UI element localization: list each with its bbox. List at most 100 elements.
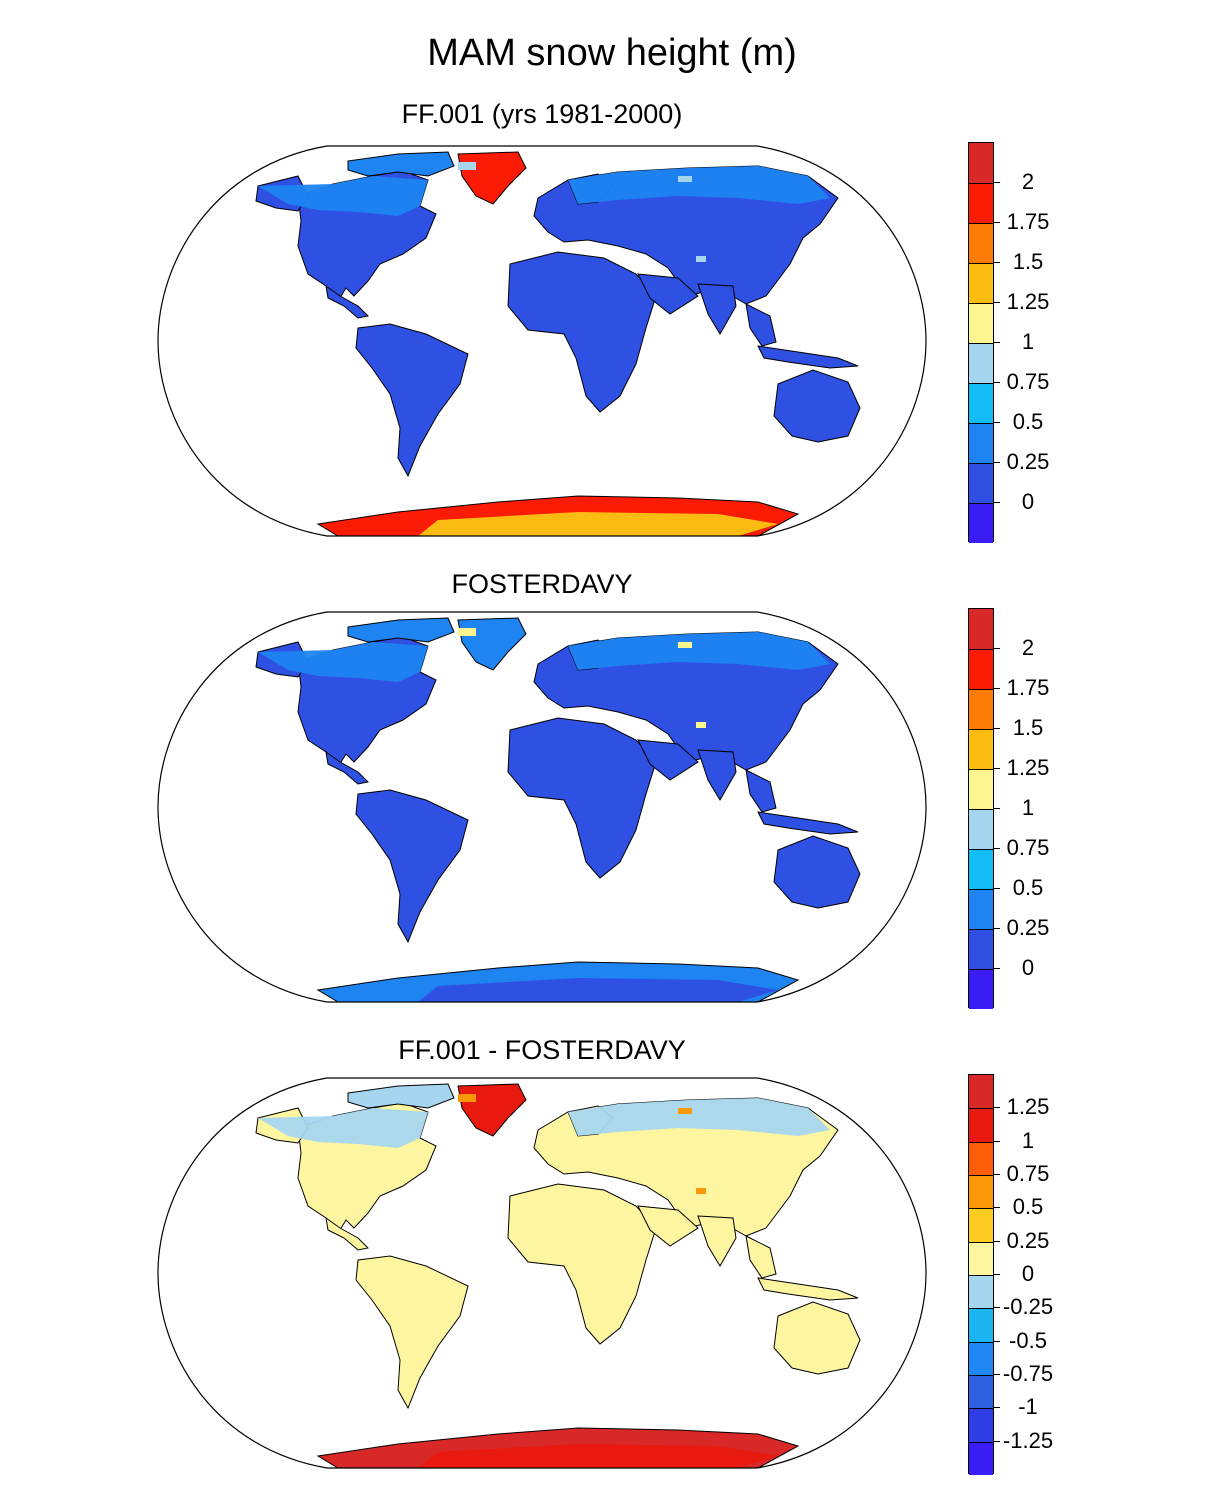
antarctica-band: [418, 978, 778, 1002]
highlight-patch: [678, 176, 692, 182]
highlight-patch: [678, 642, 692, 648]
colorbar-label: 0.75: [1006, 369, 1050, 394]
colorbar-label: 1: [1021, 1127, 1035, 1153]
colorbar-tick: [994, 462, 1000, 463]
landmass-central-america: [325, 1216, 370, 1251]
antarctica-band: [418, 512, 778, 536]
colorbar-tick: [994, 1407, 1000, 1409]
landmass-indonesia: [757, 811, 859, 835]
colorbar-tick: [994, 1174, 1000, 1175]
colorbar-label: 0.25: [1006, 915, 1050, 940]
colorbar-tick: [994, 728, 1000, 729]
colorbar-segment: [969, 1441, 993, 1475]
colorbar-tick: [994, 502, 1000, 503]
landmass-greenland: [457, 617, 527, 671]
colorbar-segment: [969, 1408, 993, 1442]
figure-title: MAM snow height (m): [427, 32, 797, 74]
colorbar-segment: [969, 183, 993, 223]
colorbar-label: 0.75: [1006, 1161, 1050, 1186]
world-map: [157, 611, 927, 1003]
panel-title: FF.001 - FOSTERDAVY: [398, 1035, 686, 1065]
landmass-africa: [507, 717, 657, 879]
highlight-patch: [696, 256, 706, 262]
landmass-arabia: [637, 273, 699, 315]
highlight-patch: [458, 1094, 476, 1102]
northern-snow-band: [258, 642, 428, 682]
colorbar-label: 1.25: [1006, 1094, 1050, 1120]
colorbar-segment: [969, 143, 993, 183]
map-frame: [157, 611, 927, 1003]
colorbar-tick: [994, 422, 1000, 423]
northern-snow-band: [258, 1108, 428, 1148]
colorbar-segment: [969, 1108, 993, 1142]
colorbar-segment: [969, 343, 993, 383]
landmass-se-asia: [745, 303, 777, 347]
colorbar-label: 0.5: [1012, 1194, 1044, 1220]
colorbar-segment: [969, 849, 993, 889]
colorbar-tick: [994, 808, 1000, 809]
colorbar-label: 0: [1021, 955, 1035, 980]
landmass-africa: [507, 251, 657, 413]
colorbar-segment: [969, 223, 993, 263]
colorbar-segment: [969, 729, 993, 769]
colorbar-tick: [994, 222, 1000, 223]
colorbar-tick: [994, 688, 1000, 689]
landmass-canada-arctic: [347, 151, 455, 177]
colorbar-segment: [969, 303, 993, 343]
world-map: [157, 1077, 927, 1469]
colorbar-segment: [969, 689, 993, 729]
antarctica-band: [418, 1444, 778, 1468]
map-frame: [157, 145, 927, 537]
landmass-arabia: [637, 1205, 699, 1247]
colorbar-segment: [969, 383, 993, 423]
colorbar-tick: [994, 848, 1000, 849]
colorbar-tick: [994, 968, 1000, 969]
colorbar-segment: [969, 889, 993, 929]
landmass-australia: [773, 1301, 861, 1375]
colorbar-label: 0.5: [1012, 875, 1044, 900]
colorbar-label: -0.75: [1002, 1361, 1054, 1386]
landmass-central-america: [325, 284, 370, 319]
colorbar-tick: [994, 302, 1000, 303]
landmass-australia: [773, 369, 861, 443]
highlight-patch: [678, 1108, 692, 1114]
colorbar-label: 0: [1021, 489, 1035, 514]
northern-snow-band: [258, 176, 428, 216]
colorbar-label: 0.75: [1006, 835, 1050, 860]
colorbar-segment: [969, 463, 993, 503]
colorbar-tick: [994, 648, 1000, 649]
colorbar-tick: [994, 1207, 1000, 1209]
landmass-indonesia: [757, 345, 859, 369]
colorbar-tick: [994, 1140, 1000, 1142]
colorbar-tick: [994, 182, 1000, 183]
colorbar-tick: [994, 1274, 1000, 1275]
colorbar-segment: [969, 969, 993, 1009]
colorbar-label: 2: [1021, 635, 1035, 660]
colorbar-label: 1: [1021, 329, 1035, 354]
panel-title: FOSTERDAVY: [451, 569, 633, 599]
colorbar-label: 1.25: [1006, 755, 1050, 780]
highlight-patch: [696, 1188, 706, 1194]
colorbar-segment: [969, 1275, 993, 1309]
colorbar-label: -0.25: [1002, 1294, 1054, 1320]
colorbar-label: 1.75: [1006, 675, 1050, 700]
landmass-greenland: [457, 1083, 527, 1137]
colorbar-segment: [969, 1241, 993, 1275]
highlight-patch: [458, 162, 476, 170]
colorbar-segment: [969, 1075, 993, 1109]
colorbar-label: -1.25: [1002, 1427, 1054, 1453]
landmass-canada-arctic: [347, 617, 455, 643]
northern-snow-band: [568, 632, 830, 670]
colorbar-segment: [969, 423, 993, 463]
colorbar-label: -1: [1018, 1394, 1038, 1420]
colorbar-label: 1.5: [1012, 715, 1044, 740]
colorbar: [968, 608, 994, 1009]
colorbar: [968, 142, 994, 543]
landmass-se-asia: [745, 769, 777, 813]
landmass-arabia: [637, 739, 699, 781]
landmass-canada-arctic: [347, 1083, 455, 1109]
landmass-south-america: [355, 789, 469, 944]
landmass-south-america: [355, 323, 469, 478]
highlight-patch: [458, 628, 476, 636]
landmass-indonesia: [757, 1277, 859, 1301]
